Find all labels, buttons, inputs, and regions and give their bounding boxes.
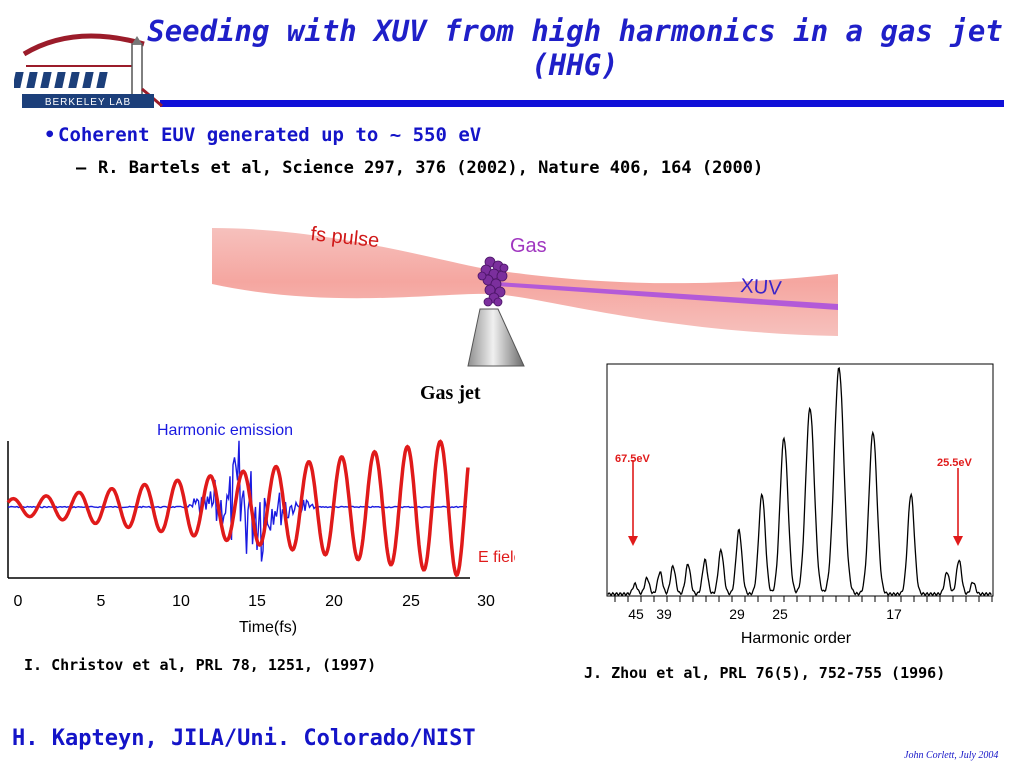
arrow-label-67eV: 67.5eV [615, 453, 651, 465]
harmonic-emission-plot: Harmonic emission E field 0 5 10 15 20 2… [6, 422, 515, 636]
footer-credit: John Corlett, July 2004 [904, 750, 999, 761]
arrow-head [628, 536, 638, 546]
xuv-label: XUV [740, 275, 783, 300]
gas-jet-caption: Gas jet [420, 382, 481, 404]
sub-bullet-item: – R. Bartels et al, Science 297, 376 (200… [76, 158, 764, 178]
gas-cloud [477, 256, 509, 307]
x-tick-label: 45 [628, 606, 644, 622]
harmonic-emission-label: Harmonic emission [157, 422, 293, 439]
e-field-label: E field [478, 549, 515, 566]
arrow-label-25eV: 25.5eV [937, 457, 973, 469]
x-tick-label: 39 [656, 606, 672, 622]
plot-frame [606, 363, 994, 597]
xuv-beam [497, 282, 838, 310]
spectrum-trace [607, 367, 992, 597]
title-underline [160, 100, 1004, 107]
hhg-beam-diagram: fs pulse Gas XUV [212, 223, 838, 367]
x-tick-label: 30 [477, 593, 495, 610]
bullet-item: • Coherent EUV generated up to ~ 550 eV [44, 124, 482, 146]
reference-zhou: J. Zhou et al, PRL 76(5), 752-755 (1996) [584, 664, 946, 682]
slide-title: Seeding with XUV from high harmonics in … [147, 14, 1003, 82]
e-field-trace [6, 439, 470, 578]
arrow-head [953, 536, 963, 546]
fs-pulse-beam [212, 228, 838, 336]
x-axis-label: Time(fs) [239, 619, 297, 636]
x-axis-ticks [614, 596, 993, 602]
x-tick-label: 20 [325, 593, 343, 610]
harmonic-spectrum-plot: 67.5eV 25.5eV 45 39 29 25 17 Harmonic or… [606, 363, 994, 647]
x-tick-label: 25 [402, 593, 420, 610]
harmonic-emission-trace [7, 440, 467, 562]
x-tick-label: 29 [729, 606, 745, 622]
x-axis-label: Harmonic order [741, 630, 852, 647]
berkeley-lab-logo: BERKELEY LAB [14, 33, 163, 108]
gas-label: Gas [510, 235, 547, 257]
x-tick-label: 25 [772, 606, 788, 622]
gas-nozzle [467, 308, 525, 367]
x-tick-label: 5 [97, 593, 106, 610]
reference-christov: I. Christov et al, PRL 78, 1251, (1997) [24, 656, 377, 674]
x-tick-label: 15 [248, 593, 266, 610]
x-tick-label: 0 [14, 593, 23, 610]
logo-text: BERKELEY LAB [45, 97, 131, 108]
bullet-text: Coherent EUV generated up to ~ 550 eV [58, 124, 482, 146]
sub-bullet-text: R. Bartels et al, Science 297, 376 (2002… [98, 158, 764, 178]
footer-author: H. Kapteyn, JILA/Uni. Colorado/NIST [12, 726, 476, 751]
x-tick-label: 10 [172, 593, 190, 610]
x-tick-label: 17 [886, 606, 902, 622]
